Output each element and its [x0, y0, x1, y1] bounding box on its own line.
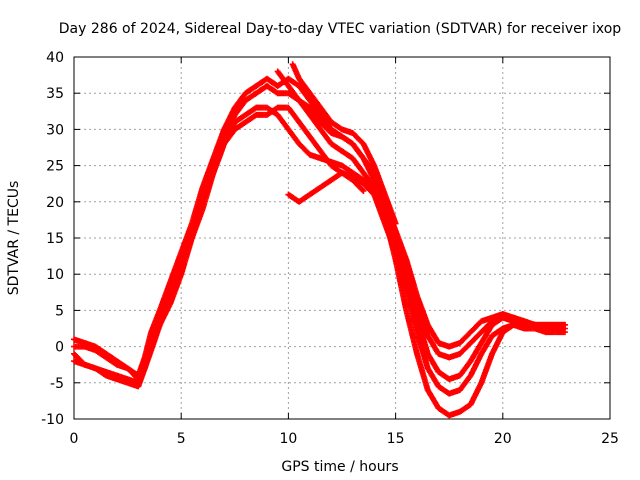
y-tick-label: 0 — [55, 340, 64, 356]
x-tick-label: 25 — [601, 431, 619, 447]
y-tick-label: 35 — [46, 86, 64, 102]
x-tick-labels: 0 5 10 15 20 25 — [70, 431, 619, 447]
y-tick-label: -10 — [41, 412, 64, 428]
data-point — [392, 220, 399, 227]
x-tick-label: 20 — [494, 431, 512, 447]
y-tick-label: 30 — [46, 122, 64, 138]
chart-title: Day 286 of 2024, Sidereal Day-to-day VTE… — [59, 21, 622, 37]
x-tick-label: 5 — [177, 431, 186, 447]
data-layer — [71, 61, 568, 419]
y-tick-label: 5 — [55, 303, 64, 319]
data-series-track-6 — [285, 169, 367, 205]
data-point — [531, 321, 538, 328]
y-tick-labels: 40 35 30 25 20 15 10 5 0 -5 -10 — [41, 50, 64, 428]
x-tick-label: 0 — [70, 431, 79, 447]
x-tick-label: 15 — [387, 431, 405, 447]
y-tick-label: 15 — [46, 231, 64, 247]
data-point — [359, 186, 366, 193]
data-point — [360, 187, 367, 194]
grid — [74, 57, 610, 419]
y-tick-label: -5 — [50, 376, 64, 392]
y-tick-label: 25 — [46, 159, 64, 175]
y-tick-label: 40 — [46, 50, 64, 66]
x-axis-label: GPS time / hours — [281, 459, 398, 475]
y-axis-label: SDTVAR / TECUs — [6, 181, 22, 296]
ticks — [73, 56, 611, 420]
data-series-track-7 — [289, 61, 399, 227]
y-tick-label: 20 — [46, 195, 64, 211]
data-point — [561, 321, 568, 328]
x-tick-label: 10 — [279, 431, 297, 447]
y-tick-label: 10 — [46, 267, 64, 283]
